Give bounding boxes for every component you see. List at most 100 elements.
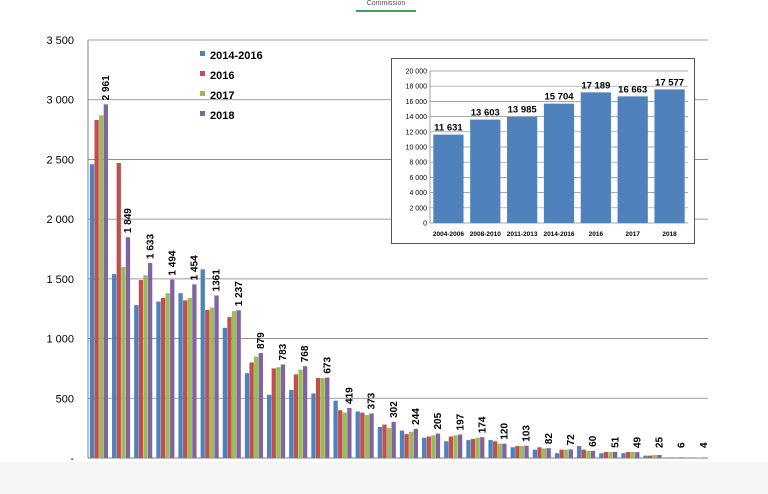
bar-2017: [121, 266, 126, 458]
bar-2017: [342, 412, 347, 458]
bar-2017: [564, 449, 569, 458]
legend-label: 2018: [210, 110, 234, 122]
inset-y-tick-label: 14 000: [406, 114, 428, 121]
bar-2014-2016: [554, 453, 560, 458]
bar-2018: [435, 433, 441, 458]
inset-x-tick-label: 2016: [589, 231, 604, 238]
y-tick-label: 3 000: [46, 95, 74, 107]
bar-2018: [391, 421, 396, 458]
bar-2016: [515, 446, 520, 458]
inset-data-label: 13 603: [471, 108, 500, 119]
legend-swatch: [200, 71, 205, 76]
bar-2018: [457, 434, 463, 458]
bar-2016: [426, 436, 431, 458]
data-label: 6: [677, 442, 688, 448]
data-label: 2 961: [101, 75, 112, 100]
bar-2014-2016: [311, 393, 316, 458]
bar-2017: [630, 452, 635, 458]
inset-y-tick-label: 10 000: [406, 145, 428, 152]
bar-2014-2016: [222, 327, 228, 458]
inset-x-tick-label: 2011-2013: [507, 231, 538, 238]
inset-chart-box: 0 2 000 4 000 6 000 8 000 10 000 12 000 14 000 1…: [391, 58, 695, 244]
bar-2014-2016: [510, 447, 515, 458]
data-label: 783: [278, 343, 289, 360]
bar-2014-2016: [621, 453, 626, 458]
data-label: 879: [256, 332, 267, 349]
inset-y-tick-label: 6 000: [409, 175, 427, 182]
bar-2016: [249, 362, 254, 458]
bar-2018: [701, 457, 706, 458]
inset-y-tick-label: 16 000: [406, 99, 428, 106]
bar-2016: [470, 438, 476, 458]
inset-bar: [507, 116, 538, 223]
inset-data-label: 17 189: [581, 80, 610, 91]
bar-2014-2016: [599, 453, 604, 458]
legend-label: 2017: [210, 90, 234, 102]
bar-2017: [453, 435, 458, 458]
inset-x-tick-label: 2018: [662, 231, 677, 238]
bar-2017: [298, 369, 303, 458]
inset-y-tick-label: 18 000: [406, 84, 428, 91]
bar-2017: [320, 377, 325, 458]
inset-y-tick-label: 0: [423, 221, 427, 228]
bar-2014-2016: [643, 455, 648, 458]
inset-bar: [470, 119, 501, 223]
y-tick-label: 1 000: [46, 334, 74, 346]
data-label: 673: [322, 357, 333, 374]
bar-2016: [648, 455, 653, 458]
legend-swatch: [200, 91, 205, 96]
data-label: 120: [500, 423, 511, 440]
inset-y-tick-label: 2 000: [409, 205, 427, 212]
y-tick-label: 1 500: [46, 274, 74, 286]
bar-2018: [369, 413, 374, 458]
bar-2018: [413, 428, 418, 458]
bar-2016: [227, 317, 232, 458]
data-label: 1361: [212, 269, 223, 292]
bar-2018: [657, 455, 662, 458]
bar-2018: [280, 364, 286, 458]
bar-2016: [183, 300, 188, 458]
data-label: 419: [345, 387, 356, 404]
bar-2016: [360, 412, 365, 458]
bar-2018: [568, 449, 573, 458]
bar-2014-2016: [444, 441, 449, 458]
inset-x-tick-label: 2004-2006: [433, 231, 464, 238]
bar-2014-2016: [156, 301, 161, 458]
bar-2017: [276, 367, 281, 458]
bar-2017: [475, 437, 480, 458]
inset-data-label: 17 577: [655, 77, 684, 88]
bar-2014-2016: [466, 440, 471, 458]
data-label: 768: [300, 345, 311, 362]
bar-2016: [338, 410, 343, 458]
bar-2017: [231, 311, 237, 458]
data-label: 1 633: [145, 234, 156, 259]
bar-2018: [192, 284, 197, 458]
bar-2014-2016: [244, 373, 250, 458]
bar-2016: [315, 377, 321, 458]
bar-2018: [635, 452, 640, 458]
data-label: 197: [455, 413, 466, 430]
bar-2017: [254, 356, 259, 458]
y-tick-label: 2 000: [46, 214, 74, 226]
bar-2018: [524, 445, 529, 458]
data-label: 49: [632, 436, 643, 448]
bar-2016: [138, 280, 144, 458]
inset-bar: [433, 134, 464, 223]
bar-2017: [674, 457, 680, 458]
bar-2016: [692, 457, 697, 458]
bar-2017: [497, 443, 502, 458]
bar-2017: [386, 428, 392, 458]
bar-2017: [143, 275, 148, 458]
data-label: 1 454: [190, 255, 201, 280]
bar-2017: [519, 446, 525, 458]
header-tag: Commission: [356, 0, 416, 12]
data-label: 1 237: [234, 281, 245, 306]
inset-bar: [617, 96, 648, 223]
bar-2018: [170, 279, 175, 458]
bar-2014-2016: [377, 426, 383, 458]
bar-2014-2016: [399, 430, 405, 458]
bar-2016: [160, 297, 166, 458]
bar-2018: [325, 377, 330, 458]
bar-2014-2016: [532, 449, 538, 458]
bar-2017: [608, 452, 613, 458]
